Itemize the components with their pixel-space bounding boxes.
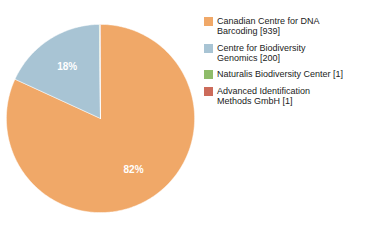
html-text:Advanced Identification Method: Advanced Identification Methods GmbH [1] [217, 85, 311, 107]
html-text:Centre for Biodiversity Genomi: Centre for Biodiversity Genomics [200] [217, 42, 306, 63]
svg-text:82%: 82% [124, 164, 144, 175]
html-text:Canadian Centre for DNA Barcod: Canadian Centre for DNA Barcoding [939] [217, 16, 320, 37]
html-text:Naturalis Biodiversity Center: Naturalis Biodiversity Center [1] [217, 69, 344, 80]
svg-text:18%: 18% [57, 61, 77, 72]
